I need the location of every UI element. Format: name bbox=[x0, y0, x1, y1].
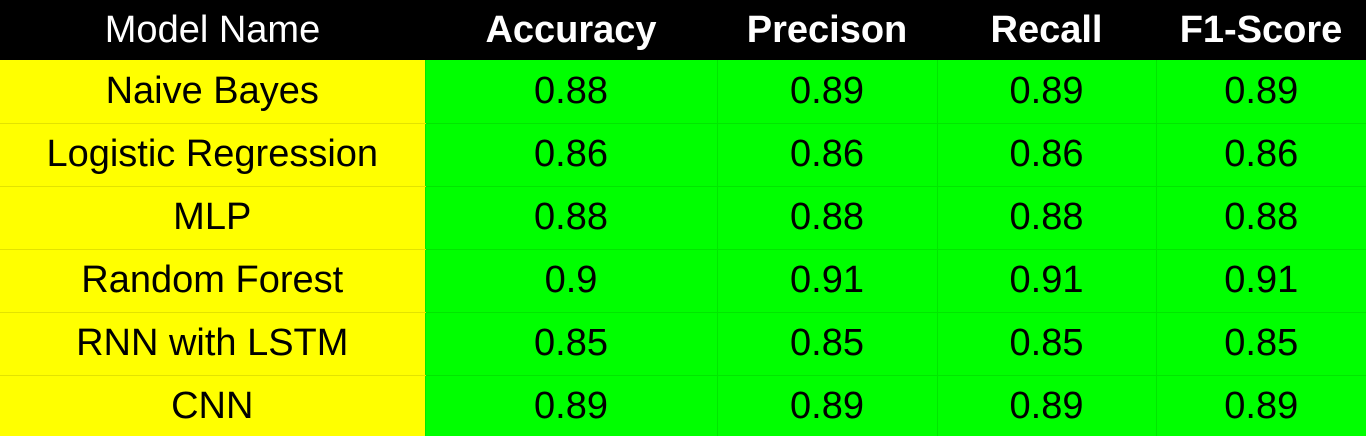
model-name-cell: RNN with LSTM bbox=[0, 312, 425, 376]
header-recall: Recall bbox=[937, 0, 1156, 60]
table-row: Logistic Regression 0.86 0.86 0.86 0.86 bbox=[0, 123, 1366, 187]
header-row: Model Name Accuracy Precison Recall F1-S… bbox=[0, 0, 1366, 60]
precision-cell: 0.86 bbox=[716, 123, 937, 187]
f1-score-cell: 0.91 bbox=[1155, 249, 1366, 313]
f1-score-cell: 0.85 bbox=[1155, 312, 1366, 376]
header-f1-score: F1-Score bbox=[1156, 0, 1366, 60]
precision-cell: 0.85 bbox=[716, 312, 937, 376]
f1-score-cell: 0.86 bbox=[1155, 123, 1366, 187]
header-precision: Precison bbox=[717, 0, 937, 60]
f1-score-cell: 0.89 bbox=[1155, 60, 1366, 124]
precision-cell: 0.89 bbox=[716, 60, 937, 124]
accuracy-cell: 0.88 bbox=[424, 60, 717, 124]
recall-cell: 0.85 bbox=[936, 312, 1156, 376]
accuracy-cell: 0.88 bbox=[424, 186, 717, 250]
f1-score-cell: 0.88 bbox=[1155, 186, 1366, 250]
table-row: Random Forest 0.9 0.91 0.91 0.91 bbox=[0, 249, 1366, 313]
model-name-cell: MLP bbox=[0, 186, 425, 250]
accuracy-cell: 0.9 bbox=[424, 249, 717, 313]
model-name-cell: Naive Bayes bbox=[0, 60, 425, 124]
accuracy-cell: 0.89 bbox=[424, 375, 717, 436]
table-row: CNN 0.89 0.89 0.89 0.89 bbox=[0, 375, 1366, 436]
accuracy-cell: 0.85 bbox=[424, 312, 717, 376]
model-name-cell: CNN bbox=[0, 375, 425, 436]
table-row: RNN with LSTM 0.85 0.85 0.85 0.85 bbox=[0, 312, 1366, 376]
accuracy-cell: 0.86 bbox=[424, 123, 717, 187]
precision-cell: 0.89 bbox=[716, 375, 937, 436]
table-row: Naive Bayes 0.88 0.89 0.89 0.89 bbox=[0, 60, 1366, 124]
recall-cell: 0.89 bbox=[936, 60, 1156, 124]
header-model-name: Model Name bbox=[0, 0, 425, 60]
model-name-cell: Logistic Regression bbox=[0, 123, 425, 187]
recall-cell: 0.91 bbox=[936, 249, 1156, 313]
precision-cell: 0.88 bbox=[716, 186, 937, 250]
recall-cell: 0.86 bbox=[936, 123, 1156, 187]
recall-cell: 0.89 bbox=[936, 375, 1156, 436]
precision-cell: 0.91 bbox=[716, 249, 937, 313]
f1-score-cell: 0.89 bbox=[1155, 375, 1366, 436]
header-accuracy: Accuracy bbox=[425, 0, 717, 60]
model-name-cell: Random Forest bbox=[0, 249, 425, 313]
recall-cell: 0.88 bbox=[936, 186, 1156, 250]
table-row: MLP 0.88 0.88 0.88 0.88 bbox=[0, 186, 1366, 250]
